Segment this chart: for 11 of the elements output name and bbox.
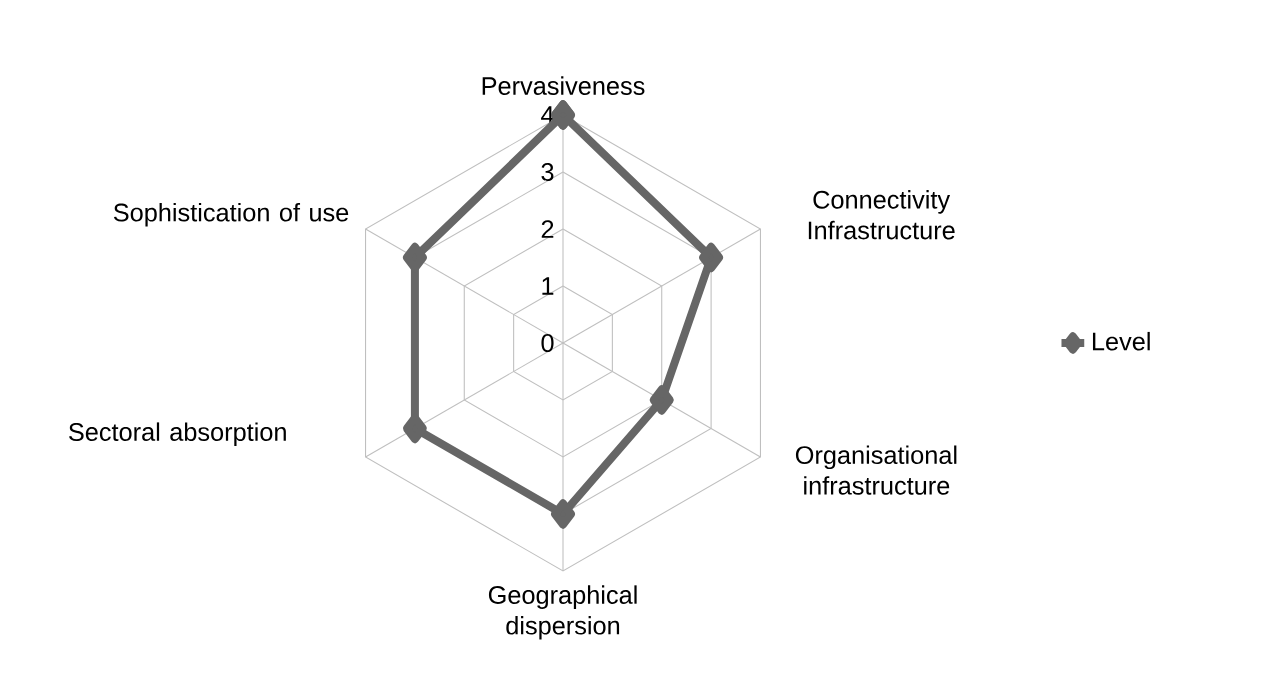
spoke-label: Geographical dispersion: [488, 585, 637, 640]
spoke-label: Sectoral absorption: [69, 422, 286, 446]
spoke-label: Pervasiveness: [482, 76, 645, 95]
y-tick-label: 1: [542, 277, 554, 295]
spoke-label: Connectivity Infrastructure: [808, 190, 955, 240]
legend-label: Level: [1092, 331, 1150, 351]
spoke-label: Sophistication of use: [113, 202, 349, 227]
y-tick-label: 3: [541, 163, 554, 181]
spoke-label: Organisational infrastructure: [795, 445, 957, 495]
y-tick-label: 0: [541, 334, 554, 352]
y-tick-label: 2: [541, 220, 554, 238]
